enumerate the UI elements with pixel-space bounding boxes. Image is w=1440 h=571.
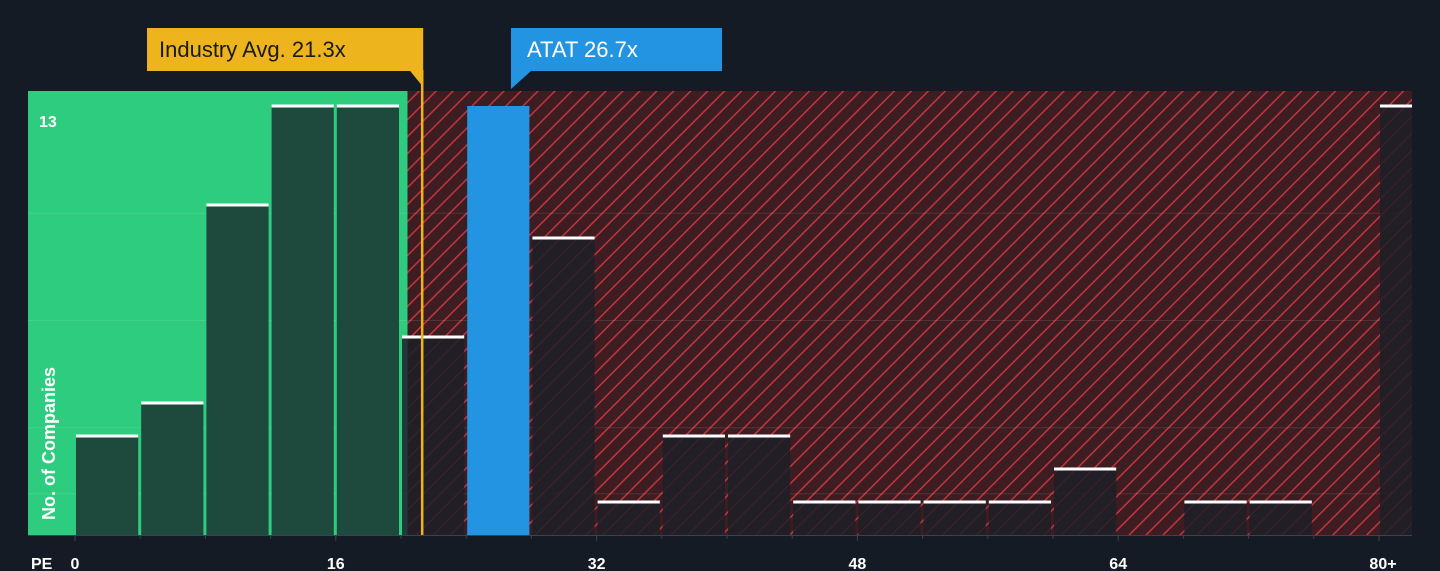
histogram-bar bbox=[988, 502, 1051, 535]
x-axis-label: PE bbox=[31, 556, 53, 571]
histogram-bar bbox=[793, 502, 856, 535]
bar-cap bbox=[988, 500, 1051, 504]
histogram-bar bbox=[1184, 502, 1247, 535]
histogram-bar bbox=[923, 502, 986, 535]
histogram-bar bbox=[141, 403, 204, 535]
x-tick-label: 32 bbox=[588, 556, 606, 571]
histogram-bar bbox=[858, 502, 921, 535]
y-axis-label: No. of Companies bbox=[39, 367, 59, 520]
bar-cap bbox=[1184, 500, 1247, 504]
bar-cap bbox=[793, 500, 856, 504]
bar-cap bbox=[923, 500, 986, 504]
bar-cap bbox=[728, 434, 791, 438]
x-tick-label: 0 bbox=[71, 556, 80, 571]
histogram-bar bbox=[336, 106, 399, 535]
histogram-bar bbox=[597, 502, 660, 535]
histogram-bar bbox=[206, 205, 269, 535]
histogram-bar bbox=[402, 337, 465, 535]
x-tick-label: 64 bbox=[1109, 556, 1127, 571]
histogram-bar bbox=[728, 436, 791, 535]
bar-cap bbox=[271, 104, 334, 108]
histogram-bar bbox=[1380, 106, 1412, 535]
histogram-bar bbox=[1054, 469, 1117, 535]
bar-cap bbox=[662, 434, 725, 438]
industry-average-callout bbox=[147, 28, 424, 87]
company-callout bbox=[511, 28, 722, 89]
histogram-bar bbox=[532, 238, 595, 535]
histogram-bar bbox=[662, 436, 725, 535]
industry-average-label: Industry Avg. 21.3x bbox=[159, 37, 346, 62]
company-label: ATAT 26.7x bbox=[527, 37, 638, 62]
x-tick-label: 48 bbox=[849, 556, 867, 571]
histogram-bar bbox=[76, 436, 139, 535]
bar-cap bbox=[532, 236, 595, 240]
bar-cap bbox=[1054, 467, 1117, 471]
bar-cap bbox=[597, 500, 660, 504]
bar-cap bbox=[336, 104, 399, 108]
bar-cap bbox=[1249, 500, 1312, 504]
histogram-bar bbox=[1249, 502, 1312, 535]
bar-cap bbox=[1380, 104, 1412, 108]
histogram-bar bbox=[271, 106, 334, 535]
y-tick-label: 13 bbox=[39, 114, 57, 131]
bar-cap bbox=[858, 500, 921, 504]
bar-cap bbox=[402, 335, 465, 339]
x-tick-label: 16 bbox=[327, 556, 345, 571]
bar-cap bbox=[141, 401, 204, 405]
x-tick-label: 80+ bbox=[1369, 556, 1396, 571]
highlighted-company-bar bbox=[467, 106, 530, 535]
bar-cap bbox=[206, 203, 269, 207]
bar-cap bbox=[76, 434, 139, 438]
